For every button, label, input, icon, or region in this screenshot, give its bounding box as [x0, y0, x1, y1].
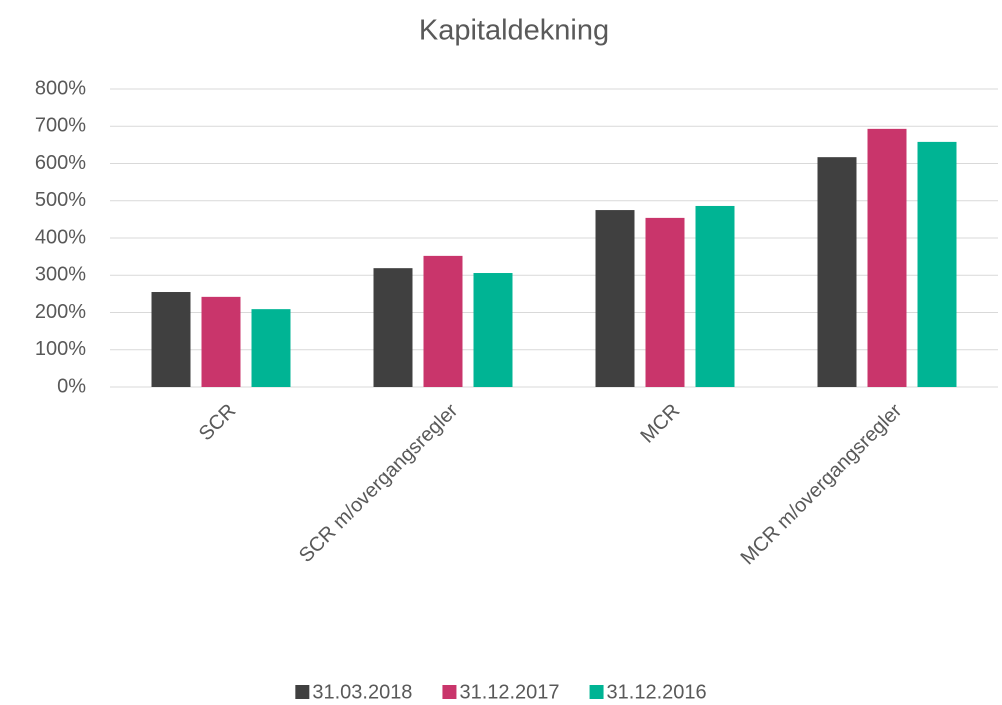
y-tick-label: 500%	[35, 189, 86, 211]
bar	[595, 210, 635, 387]
legend: 31.03.2018 31.12.2017 31.12.2016	[295, 681, 707, 703]
legend-label: 31.12.2017	[459, 681, 559, 703]
y-tick-label: 800%	[35, 77, 86, 99]
bar	[423, 255, 463, 387]
y-tick-label: 400%	[35, 226, 86, 248]
legend-swatch	[295, 685, 310, 699]
y-tick-label: 100%	[35, 338, 86, 360]
y-tick-label: 700%	[35, 115, 86, 137]
legend-swatch	[589, 685, 604, 699]
y-tick-label: 0%	[57, 375, 86, 397]
x-tick-label: SCR m/overgangsregler	[295, 399, 462, 566]
x-tick-label: MCR	[637, 400, 685, 448]
bar	[695, 205, 735, 387]
y-tick-label: 600%	[35, 152, 86, 174]
legend-swatch	[442, 685, 457, 699]
x-tick-label: SCR	[195, 400, 240, 445]
bar	[251, 309, 291, 387]
bar	[473, 273, 513, 387]
legend-label: 31.03.2018	[312, 681, 412, 703]
legend-label: 31.12.2016	[607, 681, 707, 703]
bar	[917, 141, 957, 387]
y-tick-label: 300%	[35, 264, 86, 286]
x-tick-label: MCR m/overgangsregler	[737, 399, 907, 569]
bar	[867, 128, 907, 388]
bar	[817, 157, 857, 387]
bar	[151, 292, 191, 387]
bar	[373, 268, 413, 387]
y-tick-label: 200%	[35, 301, 86, 323]
bar	[201, 296, 241, 387]
bar	[645, 217, 685, 387]
chart-title: Kapitaldekning	[419, 15, 609, 47]
